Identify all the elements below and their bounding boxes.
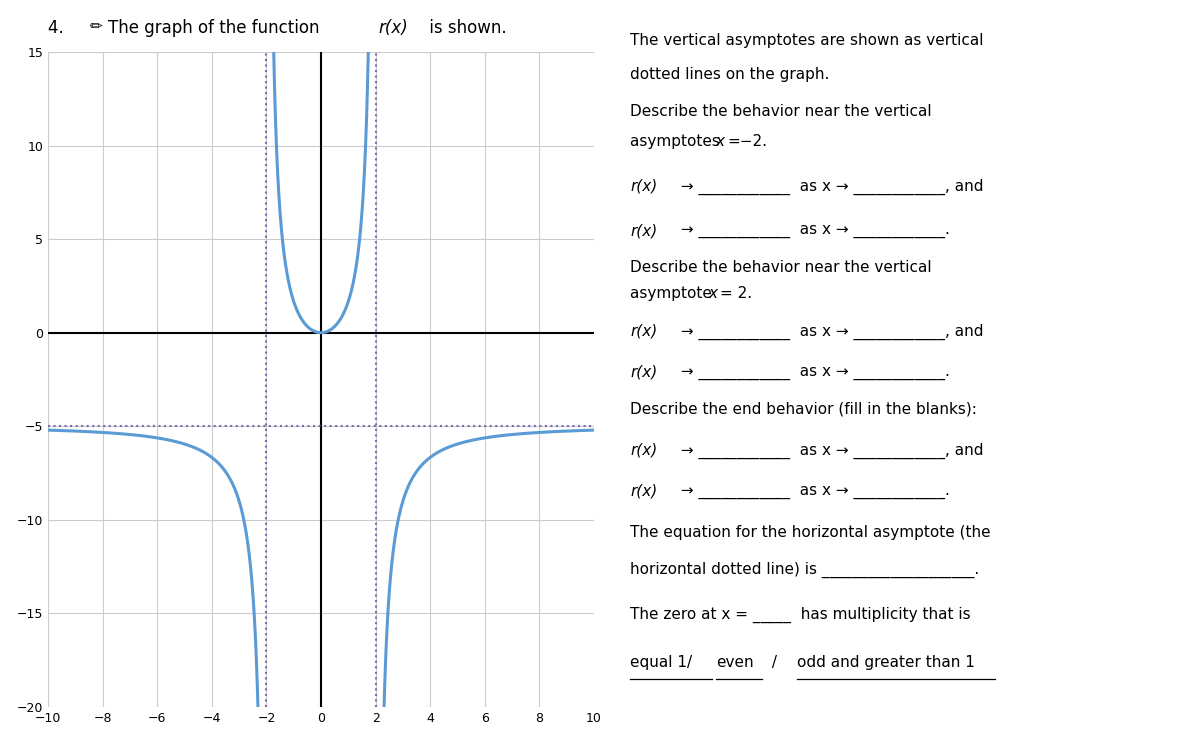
Text: → ____________  as x → ____________.: → ____________ as x → ____________. — [676, 223, 949, 238]
Text: odd and greater than 1: odd and greater than 1 — [797, 655, 974, 670]
Text: → ____________  as x → ____________.: → ____________ as x → ____________. — [676, 484, 949, 498]
Text: is shown.: is shown. — [424, 19, 506, 36]
Text: r(x): r(x) — [630, 223, 658, 238]
Text: r(x): r(x) — [630, 443, 658, 458]
Text: r(x): r(x) — [378, 19, 408, 36]
Text: x: x — [716, 134, 725, 149]
Text: The graph of the function: The graph of the function — [108, 19, 325, 36]
Text: The equation for the horizontal asymptote (the: The equation for the horizontal asymptot… — [630, 525, 991, 539]
Text: → ____________  as x → ____________.: → ____________ as x → ____________. — [676, 365, 949, 379]
Text: The zero at x = _____  has multiplicity that is: The zero at x = _____ has multiplicity t… — [630, 606, 971, 623]
Text: r(x): r(x) — [630, 179, 658, 193]
Text: r(x): r(x) — [630, 324, 658, 339]
Text: even: even — [716, 655, 754, 670]
Text: → ____________  as x → ____________, and: → ____________ as x → ____________, and — [676, 324, 983, 340]
Text: = 2.: = 2. — [720, 286, 752, 301]
Text: Describe the behavior near the vertical: Describe the behavior near the vertical — [630, 104, 931, 119]
Text: asymptotes: asymptotes — [630, 134, 725, 149]
Text: dotted lines on the graph.: dotted lines on the graph. — [630, 67, 829, 82]
Text: r(x): r(x) — [630, 365, 658, 379]
Text: 4.: 4. — [48, 19, 74, 36]
Text: x: x — [708, 286, 718, 301]
Text: r(x): r(x) — [630, 484, 658, 498]
Text: =−2.: =−2. — [728, 134, 768, 149]
Text: /: / — [767, 655, 781, 670]
Text: Describe the end behavior (fill in the blanks):: Describe the end behavior (fill in the b… — [630, 402, 977, 417]
Text: equal 1/: equal 1/ — [630, 655, 697, 670]
Text: ✏: ✏ — [90, 19, 108, 33]
Text: horizontal dotted line) is ____________________.: horizontal dotted line) is _____________… — [630, 562, 979, 578]
Text: → ____________  as x → ____________, and: → ____________ as x → ____________, and — [676, 179, 983, 195]
Text: → ____________  as x → ____________, and: → ____________ as x → ____________, and — [676, 443, 983, 459]
Text: asymptote: asymptote — [630, 286, 716, 301]
Text: The vertical asymptotes are shown as vertical: The vertical asymptotes are shown as ver… — [630, 33, 984, 48]
Text: Describe the behavior near the vertical: Describe the behavior near the vertical — [630, 260, 931, 275]
